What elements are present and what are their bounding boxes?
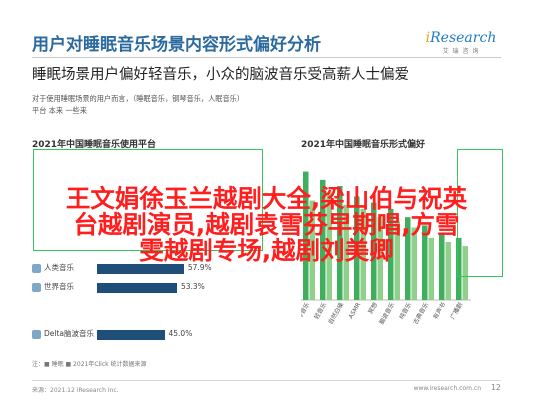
bar — [354, 196, 360, 300]
hbar-row: 世界音乐 53.3% — [32, 280, 264, 296]
bar — [439, 233, 445, 300]
bar — [428, 237, 434, 300]
left-bar-chart: 人类音乐 57.9% 世界音乐 53.3% Delta脑波音乐 45.0% — [32, 151, 264, 341]
right-chart-title: 2021年中国睡眠音乐形式偏好 — [301, 140, 426, 150]
platform-icon — [32, 330, 41, 339]
highlight-box-right — [457, 149, 503, 277]
footer-source: 来源：2021.12 iResearch Inc. — [32, 387, 119, 394]
hbar-bar — [97, 264, 184, 274]
bar — [422, 225, 428, 300]
footer: 来源：2021.12 iResearch Inc. www.iresearch.… — [32, 380, 501, 394]
hbar-value-label: 45.0% — [168, 329, 193, 338]
bar — [360, 208, 366, 300]
highlight-box-left — [33, 149, 263, 251]
hbar-bar — [97, 283, 177, 293]
x-tick-label: 广播剧 — [448, 301, 464, 321]
bar — [388, 208, 394, 300]
footer-url: www.iresearch.com.cn — [413, 385, 481, 392]
bar — [462, 246, 468, 300]
description-line-1: 对于使用睡眠场景的用户而言，（睡眠音乐，钢琴音乐，人眠音乐） — [32, 94, 245, 103]
title-divider — [32, 57, 501, 58]
bar — [337, 186, 343, 300]
overlay-line-3: 雯越剧专场,越剧刘美卿 — [139, 236, 394, 265]
x-tick-label: 古典音乐 — [411, 301, 430, 326]
page-title: 用户对睡眠音乐场景内容形式偏好分析 — [32, 35, 321, 55]
page-number: 12 — [490, 383, 501, 392]
hbar-value-label: 57.9% — [187, 263, 212, 272]
x-tick-label: 自然白噪 — [326, 301, 345, 326]
page-subtitle: 睡眠场景用户偏好轻音乐，小众的脑波音乐受高薪人士偏爱 — [32, 67, 409, 83]
bar — [303, 171, 309, 300]
hbar-value-label: 53.3% — [180, 282, 205, 291]
x-tick-label: 脑波音乐 — [377, 301, 396, 326]
bar — [343, 204, 349, 300]
chart-note: 注：■ 睡眠 ■ 2021年Click 统计数据来源 — [32, 361, 147, 368]
description-line-2: 平台 本来 一些来 — [32, 106, 87, 115]
hbar-row: Delta脑波音乐 45.0% — [32, 327, 264, 343]
bar — [320, 179, 326, 300]
hbar-row: 人类音乐 57.9% — [32, 261, 264, 277]
bar — [456, 237, 462, 300]
bar — [394, 221, 400, 300]
bar — [445, 242, 451, 300]
x-tick-label: 轻音乐 — [312, 301, 328, 321]
overlay-line-2: 台越剧演员,越剧袁雪芬早期唱,方雪 — [73, 210, 460, 239]
x-tick-label: 有声书 — [431, 301, 447, 321]
x-tick-label: 纯音乐 — [397, 301, 413, 321]
overlay-headline: 王文娟徐玉兰越剧大全,梁山伯与祝英 台越剧演员,越剧袁雪芬早期唱,方雪 雯越剧专… — [6, 186, 527, 264]
bar — [326, 192, 332, 300]
hbar-bar — [97, 330, 165, 340]
overlay-line-1: 王文娟徐玉兰越剧大全,梁山伯与祝英 — [65, 184, 468, 213]
logo-prefix: i — [425, 30, 431, 46]
left-chart-title: 2021年中国睡眠音乐使用平台 — [32, 140, 157, 150]
x-tick-label: 钢琴音乐 — [301, 301, 311, 326]
logo-subtitle: 艾 瑞 咨 询 — [442, 48, 480, 55]
logo: iResearch 艾 瑞 咨 询 — [421, 30, 501, 55]
bar — [377, 217, 383, 300]
platform-icon — [32, 283, 41, 292]
hbar-label: 人类音乐 — [44, 263, 74, 272]
bar — [411, 227, 417, 300]
logo-text: Research — [430, 30, 497, 46]
hbar-label: 世界音乐 — [44, 282, 74, 291]
x-tick-label: 冥想 — [366, 301, 379, 315]
x-tick-label: ASMR — [348, 302, 363, 320]
bar — [405, 217, 411, 300]
platform-icon — [32, 264, 41, 273]
bar — [309, 200, 315, 300]
hbar-label: Delta脑波音乐 — [44, 329, 95, 338]
bar — [371, 202, 377, 300]
